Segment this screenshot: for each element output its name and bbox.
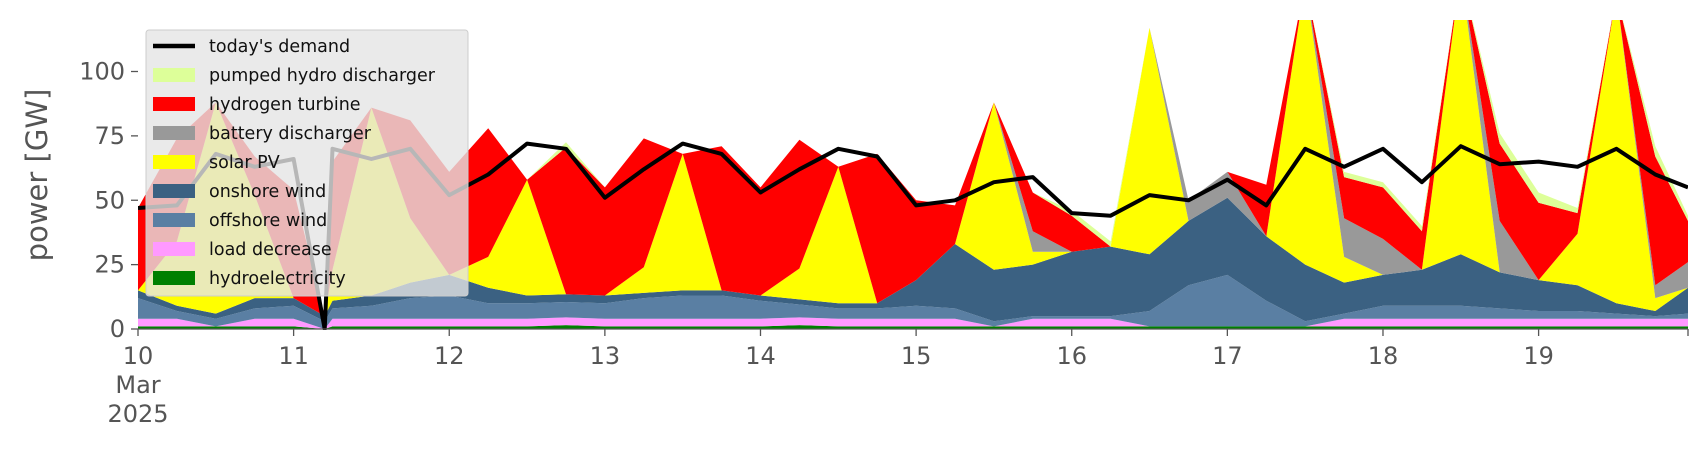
y-tick-label: 100 — [79, 58, 125, 86]
y-tick-label: 50 — [94, 186, 125, 214]
area-hydroelectricity — [138, 325, 1688, 329]
y-tick-label: 75 — [94, 122, 125, 150]
legend-swatch-hydroelectricity — [153, 271, 195, 285]
legend-label-onshore-wind: onshore wind — [209, 182, 326, 202]
x-tick-label: 17 — [1212, 342, 1243, 370]
x-tick-label: 18 — [1368, 342, 1399, 370]
legend-swatch-solar-pv — [153, 155, 195, 169]
area-load-decrease — [138, 317, 1688, 329]
x-tick-label: 13 — [590, 342, 621, 370]
x-tick-label: 10 Mar 2025 — [107, 342, 168, 428]
legend-box — [145, 29, 469, 297]
legend-swatch-battery-discharger — [153, 126, 195, 140]
area-onshore-wind — [138, 197, 1688, 322]
x-tick-label: 11 — [278, 342, 309, 370]
legend-label-hydroelectricity: hydroelectricity — [209, 269, 346, 289]
area-solar-pv — [138, 20, 1688, 317]
legend-swatch-pumped-hydro-discharger — [153, 68, 195, 82]
legend-label-hydrogen-turbine: hydrogen turbine — [209, 95, 361, 115]
x-tick-label: 16 — [1056, 342, 1087, 370]
legend-label-pumped-hydro-discharger: pumped hydro discharger — [209, 66, 436, 86]
legend-swatch-load-decrease — [153, 242, 195, 256]
legend: today's demand pumped hydro discharger hyd… — [145, 29, 469, 297]
legend-label-offshore-wind: offshore wind — [209, 211, 327, 231]
legend-label-battery-discharger: battery discharger — [209, 124, 372, 144]
y-tick-label: 0 — [110, 315, 125, 343]
legend-swatch-onshore-wind — [153, 184, 195, 198]
area-offshore-wind — [138, 274, 1688, 329]
x-tick-label: 19 — [1523, 342, 1554, 370]
legend-swatch-offshore-wind — [153, 213, 195, 227]
legend-label-today-s-demand: today's demand — [209, 37, 350, 57]
x-tick-label: 14 — [745, 342, 776, 370]
legend-swatch-hydrogen-turbine — [153, 97, 195, 111]
legend-label-load-decrease: load decrease — [209, 240, 332, 260]
x-axis-ticks: 10 Mar 2025 11 12 13 14 15 16 17 18 19 — [107, 329, 1689, 428]
y-axis-ticks: 0 25 50 75 100 — [79, 58, 138, 343]
legend-label-solar-pv: solar PV — [209, 153, 280, 173]
y-tick-label: 25 — [94, 251, 125, 279]
y-axis-label: power [GW] — [20, 89, 54, 262]
x-tick-label: 12 — [434, 342, 465, 370]
x-tick-label: 15 — [901, 342, 932, 370]
axes: 0 25 50 75 100 10 Mar 2025 11 12 13 14 15 16 17 18 19 p… — [20, 58, 1689, 428]
